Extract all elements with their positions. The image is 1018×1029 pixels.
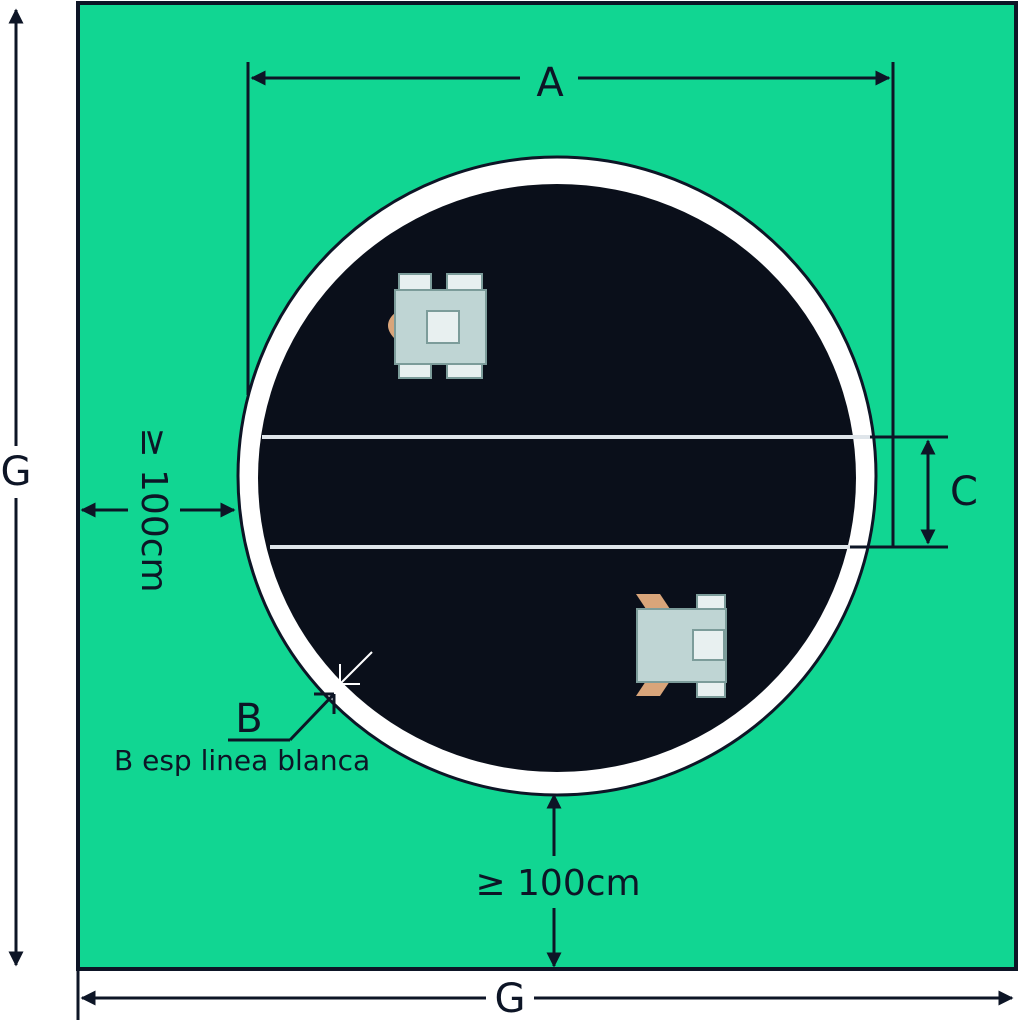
label-a: A bbox=[536, 60, 564, 106]
b-width-arrow-icon bbox=[339, 651, 373, 685]
dimension-c bbox=[850, 435, 948, 549]
label-c: C bbox=[950, 469, 978, 515]
label-b-note: B esp linea blanca bbox=[114, 744, 370, 777]
label-min-clearance-left: ≥ 100cm bbox=[133, 427, 174, 592]
label-g-left: G bbox=[1, 449, 32, 495]
label-g-bottom: G bbox=[495, 976, 526, 1022]
dimension-a bbox=[246, 62, 895, 547]
b-leader-line bbox=[228, 692, 336, 742]
label-b: B bbox=[235, 696, 262, 742]
robot-bottom-icon bbox=[636, 594, 727, 698]
robot-top-icon bbox=[388, 273, 487, 379]
label-min-clearance-bottom: ≥ 100cm bbox=[475, 863, 640, 904]
